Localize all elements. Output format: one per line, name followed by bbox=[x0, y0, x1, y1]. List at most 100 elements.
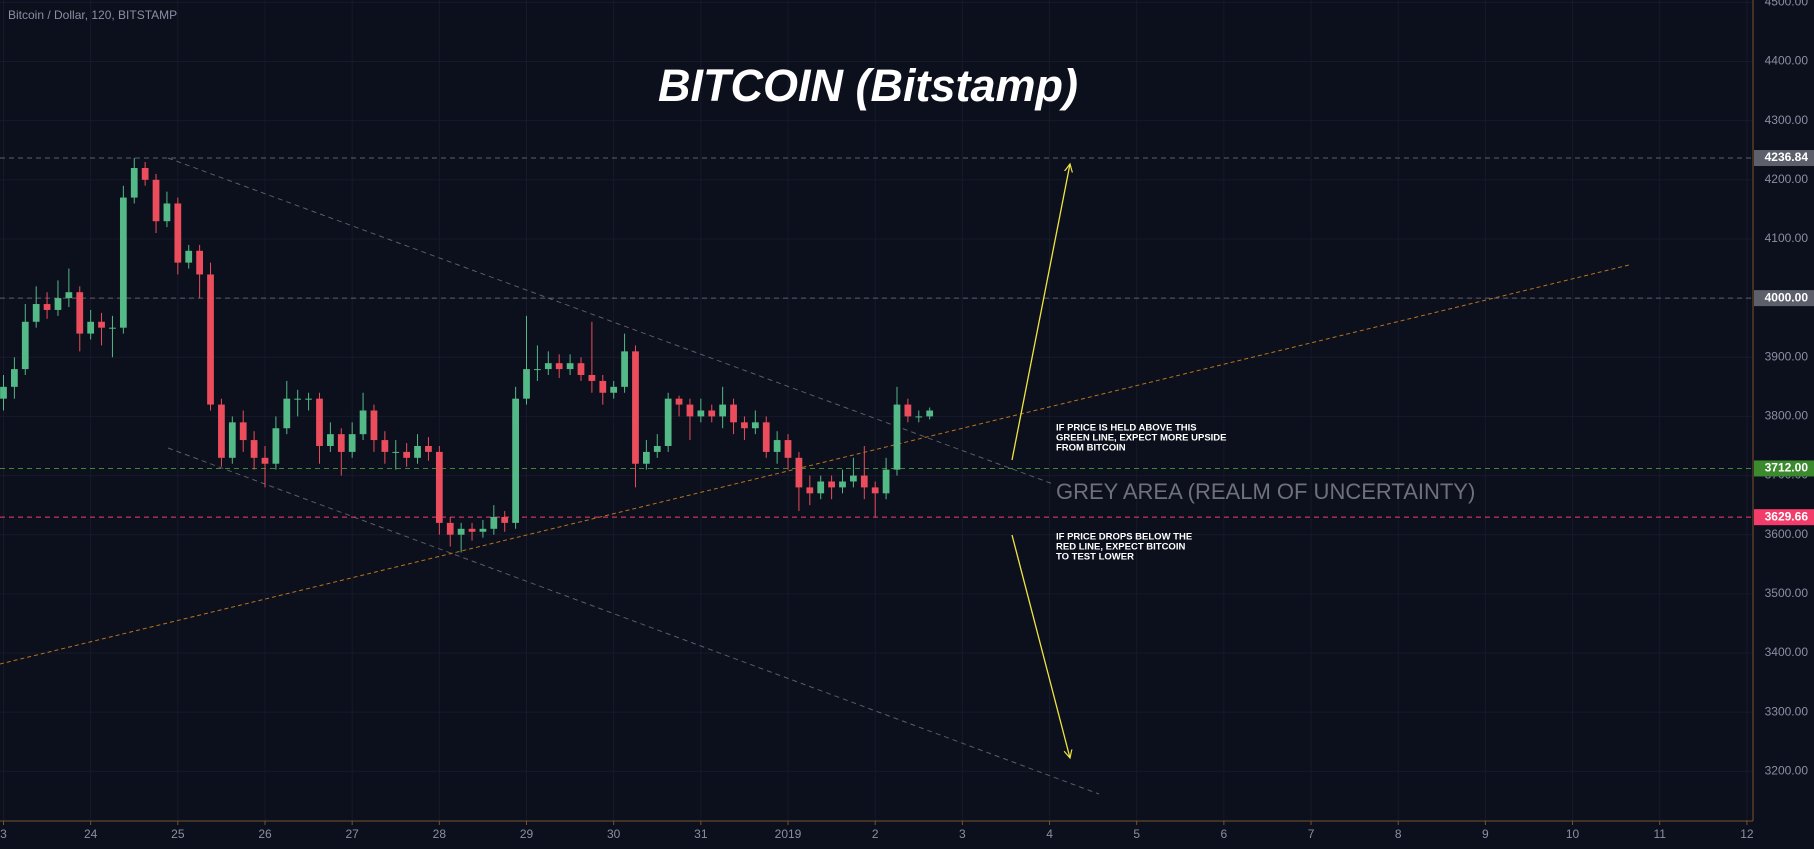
y-tick-label: 4400.00 bbox=[1765, 54, 1809, 68]
x-tick-label: 24 bbox=[84, 827, 98, 841]
candle-body bbox=[272, 428, 280, 464]
candle-body bbox=[21, 321, 29, 370]
candle-body bbox=[109, 327, 116, 329]
x-tick-label: 4 bbox=[1046, 827, 1053, 841]
candle-body bbox=[599, 380, 607, 393]
arrow-up bbox=[1011, 164, 1070, 461]
annotation-below: IF PRICE DROPS BELOW THE bbox=[1056, 532, 1192, 543]
candle-body bbox=[0, 386, 7, 399]
candle-body bbox=[468, 528, 476, 532]
candle-body bbox=[490, 516, 498, 529]
candle-body bbox=[163, 203, 171, 222]
y-tick-label: 4100.00 bbox=[1765, 231, 1809, 245]
candle-body bbox=[414, 445, 421, 458]
candle-body bbox=[828, 481, 835, 488]
level-label-box bbox=[1754, 290, 1814, 307]
annotation-above: IF PRICE IS HELD ABOVE THIS bbox=[1056, 423, 1197, 434]
candle-body bbox=[403, 451, 411, 458]
candle-body bbox=[446, 522, 454, 535]
level-label: 4236.84 bbox=[1765, 150, 1809, 164]
x-tick-label: 31 bbox=[694, 827, 708, 841]
candle-body bbox=[577, 363, 585, 376]
candle-body bbox=[207, 274, 214, 405]
candle-body bbox=[544, 363, 552, 370]
annotation-above: FROM BITCOIN bbox=[1056, 443, 1126, 454]
candle-body bbox=[839, 481, 846, 488]
y-tick-label: 3800.00 bbox=[1765, 409, 1809, 423]
x-tick-label: 28 bbox=[433, 827, 447, 841]
candle-body bbox=[708, 410, 716, 417]
x-tick-label: 29 bbox=[520, 827, 534, 841]
x-tick-label: 7 bbox=[1308, 827, 1315, 841]
candle-body bbox=[87, 321, 95, 334]
candle-body bbox=[98, 321, 105, 328]
level-label-box bbox=[1754, 460, 1814, 477]
y-tick-label: 4500.00 bbox=[1765, 0, 1809, 9]
candle-body bbox=[316, 398, 323, 446]
arrow-down bbox=[1011, 534, 1070, 758]
candle-body bbox=[871, 487, 879, 494]
candle-body bbox=[381, 440, 389, 452]
candle-body bbox=[860, 475, 868, 488]
level-label: 3629.66 bbox=[1765, 509, 1809, 523]
x-tick-label: 10 bbox=[1566, 827, 1580, 841]
candle-body bbox=[348, 434, 356, 452]
candle-body bbox=[141, 167, 149, 180]
candle-body bbox=[261, 457, 269, 464]
chart-title: BITCOIN (Bitstamp) bbox=[658, 60, 1078, 111]
x-tick-label: 11 bbox=[1653, 827, 1666, 841]
annotation-above: GREEN LINE, EXPECT MORE UPSIDE bbox=[1056, 433, 1227, 444]
candles bbox=[0, 157, 934, 553]
y-tick-label: 3300.00 bbox=[1765, 704, 1809, 718]
candle-body bbox=[588, 375, 596, 381]
candle-body bbox=[926, 410, 934, 417]
candle-body bbox=[359, 410, 367, 435]
candle-body bbox=[904, 404, 912, 417]
y-tick-label: 4200.00 bbox=[1765, 172, 1809, 186]
candle-body bbox=[337, 434, 345, 452]
candle-body bbox=[501, 516, 509, 523]
candle-body bbox=[850, 475, 857, 482]
candle-body bbox=[817, 481, 825, 494]
candle-body bbox=[621, 351, 628, 387]
x-tick-label: 2 bbox=[872, 827, 879, 841]
candle-body bbox=[642, 451, 650, 464]
candle-body bbox=[250, 440, 258, 458]
candle-body bbox=[610, 386, 618, 393]
candle-body bbox=[65, 292, 73, 299]
candle-body bbox=[806, 487, 814, 494]
levels bbox=[0, 157, 1753, 518]
candle-body bbox=[893, 404, 901, 470]
x-tick-label: 30 bbox=[607, 827, 621, 841]
candle-body bbox=[185, 250, 193, 263]
x-tick-label: 3 bbox=[0, 827, 7, 841]
y-tick-label: 3200.00 bbox=[1765, 763, 1809, 777]
candle-body bbox=[196, 250, 203, 275]
x-tick-label: 3 bbox=[959, 827, 966, 841]
y-tick-label: 3900.00 bbox=[1765, 349, 1809, 363]
candle-body bbox=[773, 440, 781, 452]
candle-body bbox=[762, 422, 770, 452]
candle-body bbox=[512, 398, 519, 523]
x-tick-label: 5 bbox=[1133, 827, 1140, 841]
candle-body bbox=[228, 422, 236, 458]
y-tick-label: 3500.00 bbox=[1765, 586, 1809, 600]
x-tick-label: 27 bbox=[345, 827, 359, 841]
y-tick-label: 4300.00 bbox=[1765, 113, 1809, 127]
candle-body bbox=[479, 528, 487, 532]
candle-body bbox=[152, 179, 160, 222]
candle-body bbox=[239, 422, 247, 441]
candle-body bbox=[119, 197, 127, 328]
trend-line bbox=[167, 157, 1054, 485]
candle-body bbox=[43, 304, 51, 310]
level-label-box bbox=[1754, 150, 1814, 167]
candle-body bbox=[283, 398, 291, 429]
candle-body bbox=[555, 363, 563, 370]
candle-body bbox=[632, 351, 639, 464]
candle-body bbox=[218, 404, 225, 458]
level-label: 4000.00 bbox=[1765, 290, 1809, 304]
candle-body bbox=[795, 457, 803, 488]
